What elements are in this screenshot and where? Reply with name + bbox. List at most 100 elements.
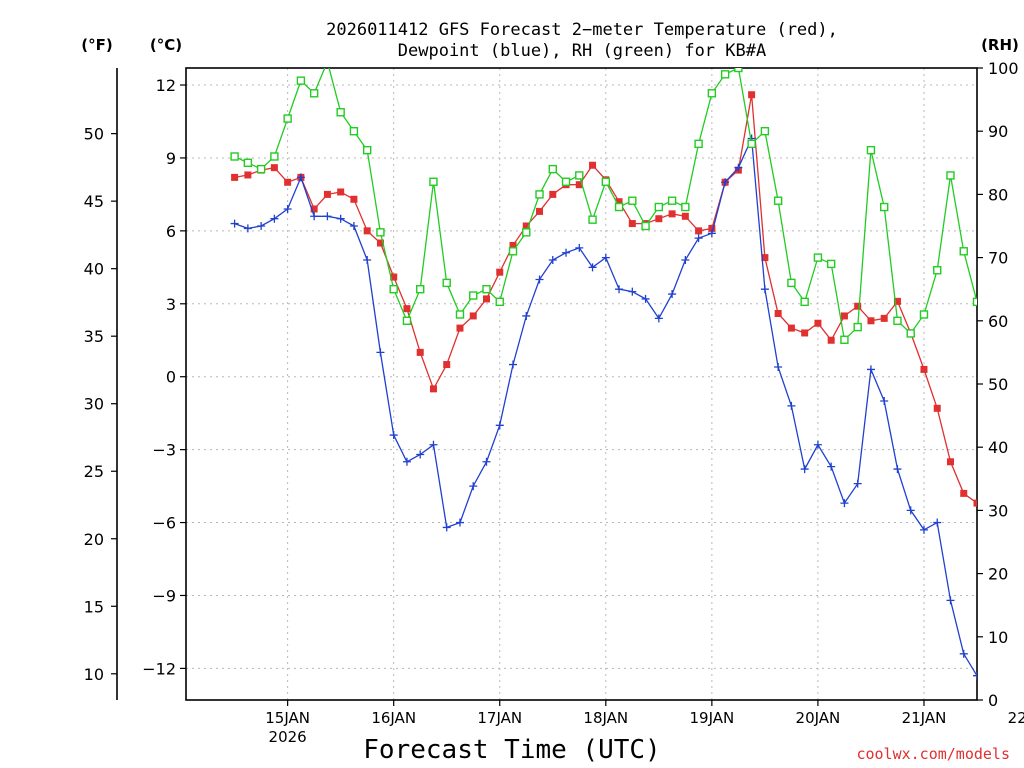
x-tick-sublabel: 2026 <box>269 728 307 746</box>
dewpoint-point <box>813 440 822 449</box>
dewpoint-point <box>893 465 902 474</box>
dewpoint-point <box>827 462 836 471</box>
rh-point <box>972 297 977 307</box>
temperature-point <box>231 173 239 181</box>
rh-point <box>747 139 756 149</box>
dewpoint-point <box>694 234 703 243</box>
celsius-tick-label: −3 <box>152 441 176 460</box>
fahrenheit-tick-label: 20 <box>84 530 104 549</box>
fahrenheit-tick-label: 15 <box>84 597 104 616</box>
dewpoint-point <box>296 173 305 182</box>
rh-point <box>1000 279 1007 286</box>
rh-point <box>919 310 929 319</box>
temperature-point <box>774 310 782 318</box>
temperature-point <box>284 178 292 186</box>
celsius-tick-label: 12 <box>156 76 176 95</box>
rh-point <box>906 329 915 338</box>
temperature-point <box>840 312 848 320</box>
temperature-point <box>443 361 451 369</box>
dewpoint-point <box>615 285 624 294</box>
fahrenheit-tick-label: 50 <box>84 125 104 144</box>
temperature-point <box>244 171 252 179</box>
dewpoint-point <box>442 523 451 532</box>
rh-tick-label: 80 <box>988 185 1008 204</box>
dewpoint-point <box>469 482 478 491</box>
temperature-point <box>628 220 636 228</box>
temperature-point <box>867 317 875 325</box>
temperature-point <box>933 404 941 412</box>
dewpoint-point <box>243 224 252 233</box>
celsius-tick-label: −6 <box>152 514 176 533</box>
dewpoint-point <box>323 212 332 221</box>
temperature-point <box>814 319 822 327</box>
rh-point <box>826 259 836 269</box>
dewpoint-point <box>283 204 292 213</box>
temperature-point <box>469 312 477 320</box>
dewpoint-point <box>654 314 663 323</box>
temperature-series-line <box>234 94 977 505</box>
dewpoint-point <box>681 256 690 265</box>
dewpoint-point <box>853 479 862 488</box>
temperature-point <box>946 458 954 466</box>
chart-title-line-2: Dewpoint (blue), RH (green) for KB#A <box>398 41 766 61</box>
rh-tick-label: 100 <box>988 59 1019 78</box>
chart-title-line-1: 2026011412 GFS Forecast 2−meter Temperat… <box>326 20 838 40</box>
rh-point <box>588 215 597 224</box>
dewpoint-point <box>270 214 279 223</box>
dewpoint-point <box>880 397 889 406</box>
dewpoint-point <box>482 457 491 466</box>
temperature-point <box>509 241 517 249</box>
temperature-point <box>337 188 345 196</box>
temperature-point <box>549 190 557 198</box>
fahrenheit-tick-label: 30 <box>84 395 104 414</box>
rh-point <box>880 202 889 212</box>
dewpoint-point <box>376 348 385 357</box>
temperature-point <box>456 324 464 332</box>
temperature-point <box>363 227 371 235</box>
dewpoint-point <box>310 212 319 221</box>
rh-point <box>495 297 504 307</box>
dewpoint-point <box>1013 621 1021 629</box>
rh-point <box>256 164 266 174</box>
dewpoint-point <box>919 525 928 534</box>
x-tick-label: 22JAN <box>1008 709 1024 727</box>
rh-point <box>575 171 584 180</box>
temperature-point <box>787 324 795 332</box>
rh-tick-label: 70 <box>988 249 1008 268</box>
dewpoint-point <box>668 290 677 299</box>
rh-point <box>243 158 253 168</box>
fahrenheit-tick-label: 25 <box>84 462 104 481</box>
rh-point <box>1013 292 1020 299</box>
rh-point <box>628 196 637 205</box>
dewpoint-point <box>429 440 438 449</box>
rh-point <box>442 278 451 288</box>
temperature-point <box>416 348 424 356</box>
rh-point <box>800 297 809 307</box>
rh-point <box>270 152 279 161</box>
rh-point <box>959 247 968 256</box>
rh-point <box>946 171 955 180</box>
dewpoint-point <box>389 431 398 440</box>
fahrenheit-tick-label: 40 <box>84 260 104 279</box>
temperature-point <box>575 181 583 189</box>
rh-tick-label: 0 <box>988 691 998 710</box>
rh-tick-label: 60 <box>988 312 1008 331</box>
dewpoint-point <box>416 450 425 459</box>
dewpoint-point <box>363 256 372 265</box>
fahrenheit-tick-label: 45 <box>84 192 104 211</box>
rh-point <box>840 335 849 344</box>
dewpoint-point <box>840 499 849 508</box>
rh-tick-label: 50 <box>988 375 1008 394</box>
x-tick-label: 18JAN <box>583 709 628 727</box>
rh-tick-label: 90 <box>988 122 1008 141</box>
rh-point <box>734 68 743 73</box>
x-tick-label: 21JAN <box>902 709 947 727</box>
rh-tick-label: 40 <box>988 438 1008 457</box>
gridlines <box>186 68 977 700</box>
dewpoint-point <box>601 253 610 262</box>
rh-point <box>402 316 412 325</box>
temperature-point <box>801 329 809 337</box>
celsius-unit-label: (°C) <box>150 36 182 54</box>
